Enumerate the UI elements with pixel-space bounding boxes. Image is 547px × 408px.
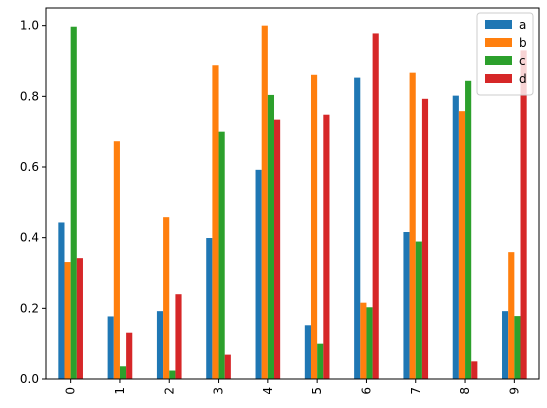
bar-d-4 bbox=[274, 119, 281, 380]
bar-b-3 bbox=[212, 65, 219, 380]
bar-b-8 bbox=[458, 111, 466, 380]
bar-d-3 bbox=[224, 354, 231, 379]
y-tick-label: 0.2 bbox=[20, 301, 39, 315]
bar-c-0 bbox=[70, 26, 77, 379]
bar-a-1 bbox=[107, 316, 114, 379]
x-tick-label: 7 bbox=[409, 387, 423, 395]
y-tick-label: 0.4 bbox=[20, 231, 39, 245]
bar-c-4 bbox=[267, 94, 275, 380]
bar-a-5 bbox=[304, 325, 311, 379]
y-axis: 0.0 0.2 0.4 0.6 0.8 1.0 bbox=[20, 19, 46, 386]
x-tick-label: 8 bbox=[458, 387, 472, 395]
x-tick-label: 4 bbox=[261, 387, 275, 395]
axes-frame bbox=[45, 7, 540, 380]
bar-b-1 bbox=[113, 141, 120, 379]
bar-c-8 bbox=[465, 80, 472, 379]
bar-a-3 bbox=[206, 238, 213, 379]
bar-c-7 bbox=[415, 241, 422, 379]
bar-d-9 bbox=[520, 50, 527, 380]
bar-d-0 bbox=[76, 258, 83, 379]
bar-a-7 bbox=[403, 232, 410, 379]
y-tick-label: 0.8 bbox=[20, 89, 39, 103]
legend-label-c: c bbox=[519, 54, 526, 68]
bar-b-7 bbox=[409, 72, 416, 379]
legend-label-a: a bbox=[519, 18, 526, 32]
y-tick-label: 0.0 bbox=[20, 372, 39, 386]
bar-a-8 bbox=[452, 95, 459, 379]
bar-b-4 bbox=[261, 25, 268, 379]
bar-b-2 bbox=[163, 217, 170, 379]
legend-swatch-c bbox=[485, 56, 512, 65]
x-tick-label: 6 bbox=[359, 387, 373, 395]
legend-label-b: b bbox=[519, 36, 527, 50]
legend-swatch-b bbox=[485, 38, 512, 47]
bar-b-6 bbox=[360, 302, 367, 379]
bar-c-3 bbox=[218, 131, 225, 379]
bar-d-5 bbox=[323, 114, 330, 380]
bar-a-2 bbox=[156, 311, 164, 379]
bar-c-2 bbox=[169, 370, 176, 379]
x-axis: 0 1 2 3 4 5 6 7 8 9 bbox=[64, 379, 521, 395]
bar-b-5 bbox=[310, 74, 318, 379]
bar-d-6 bbox=[372, 33, 379, 379]
y-tick-label: 1.0 bbox=[20, 19, 39, 33]
bar-a-6 bbox=[354, 77, 361, 380]
bar-d-7 bbox=[421, 98, 429, 379]
x-tick-label: 2 bbox=[162, 387, 176, 395]
bar-b-9 bbox=[508, 252, 515, 379]
x-tick-label: 9 bbox=[507, 387, 521, 395]
bars-layer bbox=[58, 25, 527, 380]
bar-c-6 bbox=[366, 307, 373, 379]
bar-a-0 bbox=[58, 222, 65, 379]
x-tick-label: 3 bbox=[212, 387, 226, 395]
x-tick-label: 1 bbox=[113, 387, 127, 395]
bar-a-9 bbox=[502, 311, 509, 379]
bar-a-4 bbox=[255, 169, 262, 379]
bar-d-8 bbox=[471, 361, 478, 379]
bar-d-2 bbox=[175, 294, 182, 379]
bar-c-1 bbox=[119, 366, 127, 379]
bar-d-1 bbox=[126, 332, 133, 379]
bar-b-0 bbox=[64, 262, 71, 379]
x-tick-label: 0 bbox=[64, 387, 78, 395]
bar-c-9 bbox=[514, 316, 521, 379]
legend-swatch-a bbox=[485, 20, 512, 29]
legend-label-d: d bbox=[519, 72, 527, 86]
y-tick-label: 0.6 bbox=[20, 160, 39, 174]
bar-c-5 bbox=[317, 343, 324, 379]
legend-swatch-d bbox=[485, 74, 512, 83]
x-tick-label: 5 bbox=[310, 387, 324, 395]
